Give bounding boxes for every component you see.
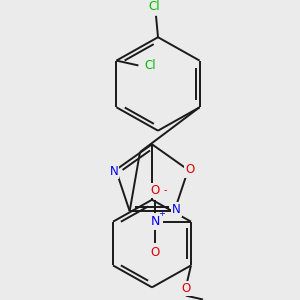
Text: -: - [163,185,167,196]
Text: N: N [150,215,160,228]
Text: O: O [150,246,160,259]
Text: N: N [110,165,118,178]
Text: N: N [172,203,181,216]
Text: O: O [150,184,160,197]
Text: Cl: Cl [145,59,156,72]
Text: +: + [158,209,165,218]
Text: O: O [181,282,190,295]
Text: Cl: Cl [148,0,160,13]
Text: O: O [185,163,195,176]
